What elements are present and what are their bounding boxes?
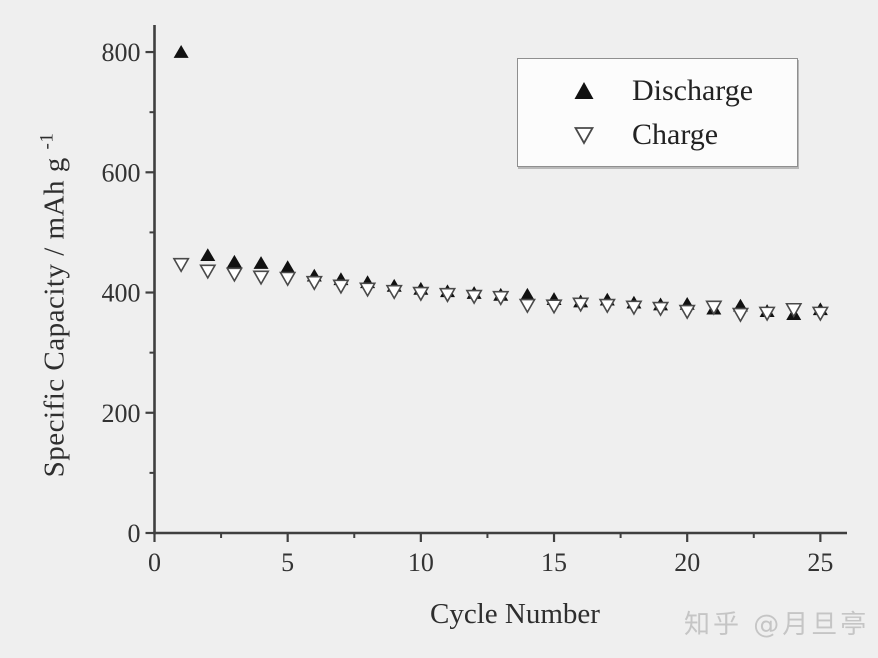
charge-point [678, 304, 696, 320]
discharge-point [173, 45, 189, 58]
charge-point [785, 302, 803, 318]
legend-entry-charge: Charge [518, 115, 797, 155]
y-tick-label: 200 [102, 399, 141, 428]
y-axis-title-superscript: -1 [36, 132, 58, 150]
legend-label-discharge: Discharge [632, 74, 754, 107]
charge-point [252, 270, 270, 286]
x-tick-label: 25 [807, 548, 833, 577]
legend-entry-discharge: Discharge [518, 71, 797, 111]
x-tick-label: 20 [674, 548, 700, 577]
x-tick-label: 15 [541, 548, 567, 577]
discharge-point [280, 260, 296, 274]
charge-point [332, 279, 350, 295]
y-tick-label: 0 [128, 519, 141, 548]
charge-point [412, 286, 430, 302]
x-axis-title: Cycle Number [430, 598, 600, 630]
charge-point [705, 300, 723, 316]
x-tick-label: 0 [148, 548, 161, 577]
y-tick-label: 800 [102, 38, 141, 67]
discharge-point [226, 254, 242, 268]
legend: Discharge Charge [517, 58, 798, 167]
charge-point [651, 301, 670, 317]
charge-point [492, 290, 510, 306]
watermark: 知乎 @月旦亭 [684, 610, 870, 640]
legend-label-charge: Charge [632, 118, 719, 151]
discharge-point [200, 248, 216, 262]
charge-point [731, 307, 750, 323]
charge-point [545, 299, 563, 315]
charge-point [279, 271, 297, 287]
x-tick-label: 10 [408, 548, 434, 577]
charge-point [305, 275, 323, 291]
x-tick-label: 5 [281, 548, 294, 577]
charge-point [598, 298, 616, 314]
charge-point [438, 287, 457, 303]
discharge-marker-icon [572, 80, 596, 102]
charge-point [625, 300, 643, 316]
charge-point [465, 289, 483, 305]
charge-point [199, 264, 217, 280]
discharge-point [519, 287, 535, 301]
y-tick-label: 400 [102, 279, 141, 308]
charge-point [172, 257, 190, 273]
charge-point [225, 267, 243, 283]
y-axis-title-text: Specific Capacity / mAh g [38, 157, 71, 478]
charge-point [811, 306, 829, 322]
y-tick-label: 600 [102, 158, 141, 187]
charge-marker-icon [572, 124, 596, 146]
discharge-point [253, 256, 269, 269]
charge-point [572, 297, 590, 313]
charge-point [358, 282, 377, 298]
charge-point [758, 306, 776, 322]
charge-point [385, 284, 403, 300]
charge-point [518, 298, 536, 314]
y-axis-title: Specific Capacity / mAh g -1 [37, 133, 72, 478]
